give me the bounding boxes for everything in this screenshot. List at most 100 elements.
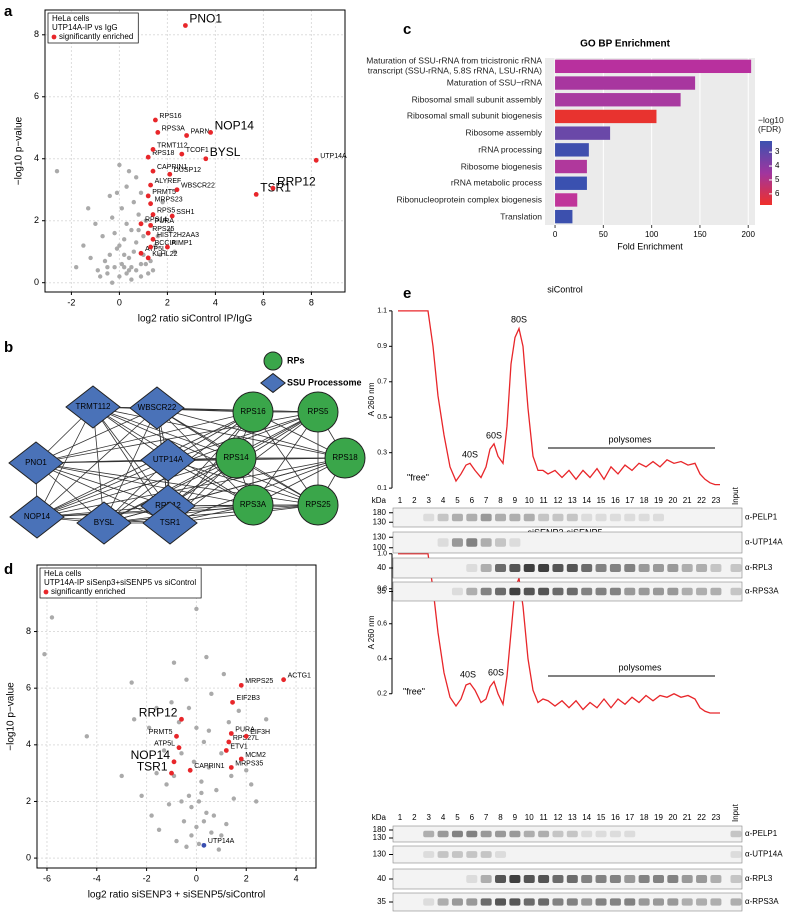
point <box>126 255 132 261</box>
point <box>226 719 232 725</box>
annotation: polysomes <box>608 434 652 444</box>
y-tick-label: 4 <box>26 739 31 749</box>
blot-band <box>466 564 478 572</box>
point <box>141 234 146 239</box>
antibody-label: α-UTP14A <box>745 850 783 859</box>
colorbar-title: −log10 (FDR) <box>758 115 784 135</box>
lane-label: 18 <box>640 496 649 505</box>
blot-band <box>696 564 708 572</box>
blot-band <box>652 875 664 883</box>
lane-label: 11 <box>539 496 548 505</box>
blot-band <box>730 851 742 858</box>
lane-label: 10 <box>525 496 534 505</box>
point <box>105 271 110 276</box>
blot-band <box>581 875 593 883</box>
blot-band <box>638 564 650 572</box>
point-label: NOP14 <box>131 748 171 762</box>
blot-band <box>624 587 636 596</box>
point <box>179 799 184 804</box>
blot-band <box>581 513 593 522</box>
point <box>138 261 144 267</box>
point <box>214 787 219 793</box>
x-tick-label: 4 <box>213 297 218 307</box>
point <box>107 252 113 258</box>
network-edge <box>35 462 171 524</box>
lane-label: 6 <box>470 813 475 822</box>
point <box>263 717 269 722</box>
point <box>42 652 47 657</box>
blot-band <box>566 875 578 883</box>
panel-label: e <box>403 285 411 302</box>
node-label: NOP14 <box>24 512 51 521</box>
point <box>179 751 184 756</box>
blot-band <box>495 587 507 596</box>
node-label: RPS5 <box>308 407 329 416</box>
lane-label: 17 <box>625 496 634 505</box>
x-tick-label: 6 <box>261 297 266 307</box>
point <box>164 782 169 787</box>
antibody-label: α-RPS3A <box>745 587 779 596</box>
enriched-point <box>183 23 188 28</box>
lane-label: 5 <box>455 496 460 505</box>
blot-band <box>681 875 693 883</box>
enriched-point <box>150 147 156 152</box>
x-tick-label: 4 <box>294 873 299 883</box>
enriched-point <box>313 157 319 163</box>
point <box>117 274 122 279</box>
blot-band <box>552 587 564 596</box>
x-tick-label: 0 <box>117 297 122 307</box>
blot-band <box>509 898 521 906</box>
node-label: TSR1 <box>160 518 181 527</box>
network-edge <box>103 411 319 524</box>
blot-band <box>696 898 708 906</box>
y-tick-label: 6 <box>26 683 31 693</box>
point <box>122 237 127 242</box>
enriched-point <box>253 191 259 197</box>
point-label: RPS14 <box>145 217 167 224</box>
blot-band <box>495 875 507 883</box>
point <box>196 841 202 847</box>
y-tick-label: 0.8 <box>377 586 387 593</box>
enriched-point <box>179 151 185 157</box>
blot-band <box>681 898 693 906</box>
point <box>129 227 134 233</box>
blot-band <box>609 898 621 906</box>
legend-title: UTP14A-IP siSenp3+siSENP5 vs siControl <box>44 578 196 587</box>
point <box>54 168 60 174</box>
blot-band <box>581 830 593 838</box>
blot-band <box>495 851 507 858</box>
y-tick-label: 8 <box>34 29 39 39</box>
y-tick-label: 4 <box>34 153 39 163</box>
blot-band <box>710 875 722 883</box>
point <box>119 261 125 267</box>
point-label: WBSCR22 <box>181 183 215 190</box>
lane-label: 22 <box>697 813 706 822</box>
legend-swatch <box>260 372 286 394</box>
point <box>138 190 144 196</box>
point <box>143 218 148 223</box>
x-tick-label: 150 <box>693 230 707 239</box>
point <box>199 790 204 796</box>
point <box>184 844 189 849</box>
blot-strip <box>392 531 743 554</box>
blot-band <box>509 564 521 572</box>
network-node <box>9 495 65 539</box>
annotation: polysomes <box>618 662 662 672</box>
point <box>98 274 103 279</box>
lane-label: 8 <box>498 496 503 505</box>
blot-band <box>480 538 492 547</box>
bar <box>555 126 611 140</box>
point <box>146 271 151 276</box>
point <box>199 779 204 784</box>
lane-label: 6 <box>470 496 475 505</box>
blot-band <box>480 898 492 906</box>
bar <box>555 209 573 224</box>
network-edge <box>156 407 254 506</box>
blot-band <box>609 564 621 572</box>
x-tick-label: 0 <box>553 230 558 239</box>
antibody-label: α-RPL3 <box>745 874 773 883</box>
blot-band <box>595 564 607 572</box>
lane-label: 17 <box>625 813 634 822</box>
blot-band <box>523 513 535 522</box>
annotation: 40S <box>462 449 478 459</box>
